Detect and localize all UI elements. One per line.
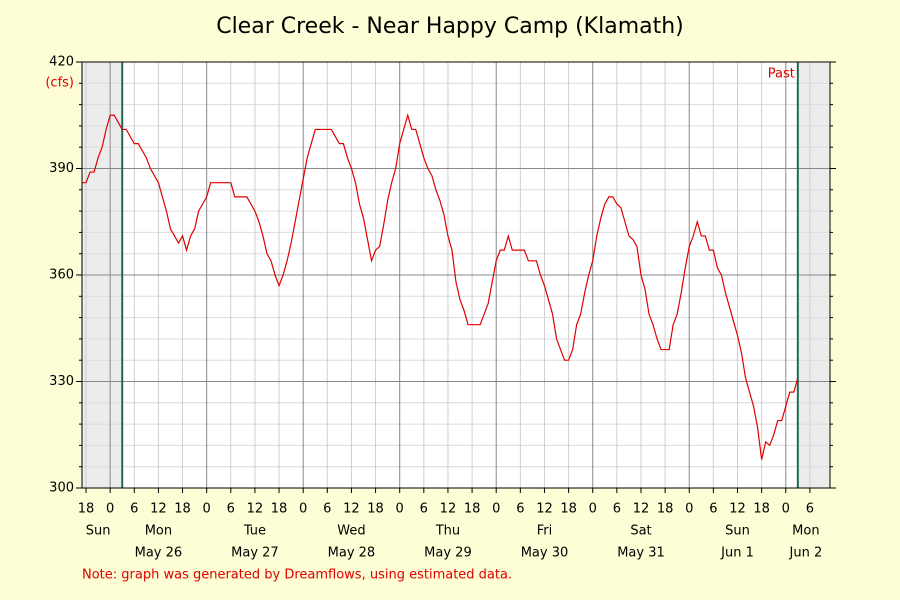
flow-line	[82, 113, 799, 460]
x-tick-label: 6	[806, 502, 814, 517]
date-label: May 27	[231, 546, 279, 561]
date-label: Jun 2	[789, 546, 823, 561]
plot-frame	[81, 61, 831, 489]
date-label: May 28	[328, 546, 376, 561]
y-tick-label: 300	[49, 481, 74, 496]
x-tick-label: 12	[729, 502, 746, 517]
day-label: Sat	[630, 524, 651, 539]
date-label: May 29	[424, 546, 472, 561]
x-tick-label: 12	[440, 502, 457, 517]
day-label: Mon	[792, 524, 819, 539]
x-tick-label: 0	[203, 502, 211, 517]
x-tick-label: 6	[130, 502, 138, 517]
x-tick-label: 0	[396, 502, 404, 517]
day-label: Sun	[86, 524, 111, 539]
date-label: May 26	[135, 546, 183, 561]
date-label: May 31	[617, 546, 665, 561]
y-tick-label: 390	[49, 161, 74, 176]
x-tick-label: 6	[420, 502, 428, 517]
x-tick-label: 0	[299, 502, 307, 517]
x-tick-label: 18	[78, 502, 95, 517]
day-label: Fri	[537, 524, 553, 539]
x-tick-label: 0	[106, 502, 114, 517]
day-label: Tue	[243, 524, 266, 539]
x-tick-label: 6	[323, 502, 331, 517]
day-label: Thu	[435, 524, 460, 539]
x-tick-label: 12	[150, 502, 167, 517]
x-tick-label: 12	[633, 502, 650, 517]
day-label: Sun	[725, 524, 750, 539]
x-tick-label: 18	[464, 502, 481, 517]
x-tick-label: 0	[685, 502, 693, 517]
x-tick-label: 18	[753, 502, 770, 517]
x-tick-label: 0	[492, 502, 500, 517]
y-tick-label: 330	[49, 374, 74, 389]
y-tick-label: 360	[49, 268, 74, 283]
note: Note: graph was generated by Dreamflows,…	[82, 568, 512, 583]
x-tick-label: 12	[536, 502, 553, 517]
x-tick-label: 0	[589, 502, 597, 517]
chart-title: Clear Creek - Near Happy Camp (Klamath)	[216, 14, 684, 39]
x-tick-label: 6	[709, 502, 717, 517]
marker-label: Past	[768, 67, 795, 82]
x-tick-label: 0	[782, 502, 790, 517]
x-tick-label: 12	[247, 502, 264, 517]
day-label: Wed	[337, 524, 365, 539]
x-tick-label: 12	[343, 502, 360, 517]
x-tick-label: 18	[174, 502, 191, 517]
x-tick-label: 18	[560, 502, 577, 517]
x-tick-label: 6	[516, 502, 524, 517]
x-tick-label: 18	[657, 502, 674, 517]
day-label: Mon	[145, 524, 172, 539]
x-tick-label: 18	[271, 502, 288, 517]
x-tick-label: 18	[367, 502, 384, 517]
date-label: Jun 1	[720, 546, 754, 561]
date-label: May 30	[521, 546, 569, 561]
x-tick-label: 6	[613, 502, 621, 517]
y-tick-label: 420	[49, 55, 74, 70]
x-tick-label: 6	[227, 502, 235, 517]
y-unit: (cfs)	[45, 76, 74, 91]
